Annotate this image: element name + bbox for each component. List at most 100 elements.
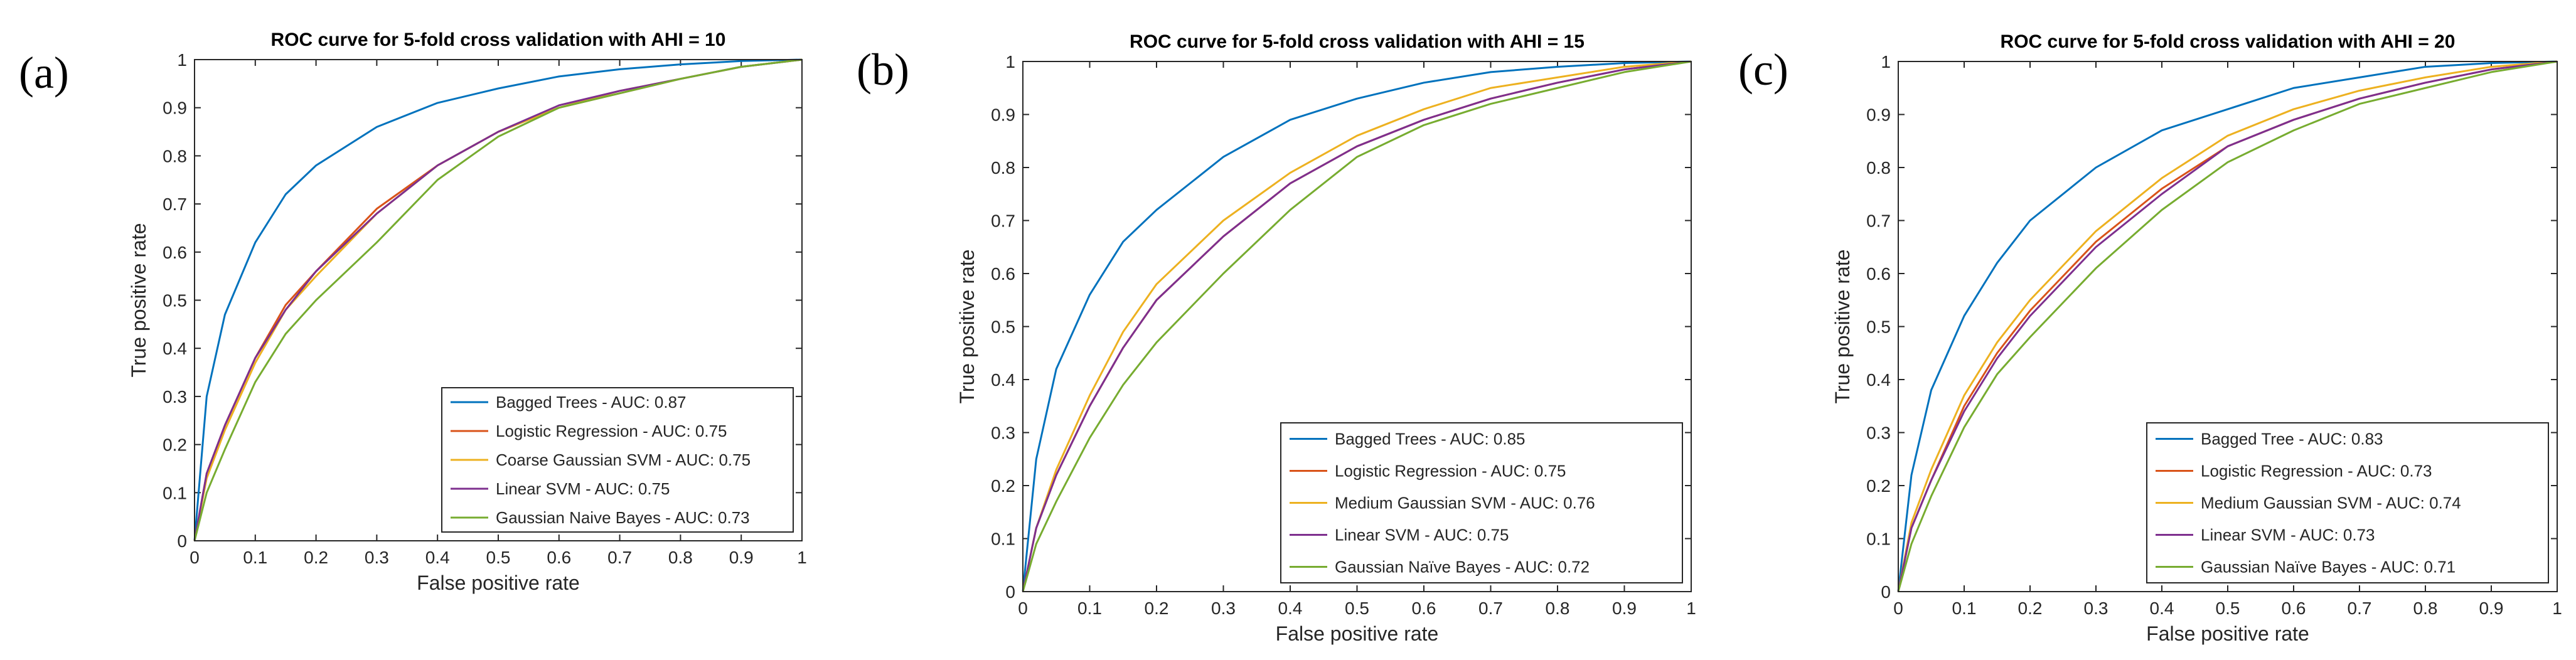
y-tick-label: 0.7: [1866, 211, 1891, 231]
y-tick-label: 0: [1881, 582, 1891, 602]
legend-entry: Logistic Regression - AUC: 0.75: [1335, 462, 1566, 481]
chart-panel-3: (c) ROC curve for 5-fold cross validation…: [1738, 31, 2562, 645]
panel-label: (c): [1738, 45, 1788, 95]
panel-label: (b): [857, 45, 909, 95]
x-tick-label: 0.9: [729, 548, 754, 567]
legend-entry: Bagged Tree - AUC: 0.83: [2201, 430, 2383, 449]
y-axis-label: True positive rate: [1831, 249, 1854, 403]
series-line-5: [1897, 60, 2558, 592]
x-tick-label: 0.6: [1412, 599, 1436, 618]
y-axis-label: True positive rate: [956, 249, 978, 403]
legend-entry: Logistic Regression - AUC: 0.75: [496, 422, 727, 440]
x-tick-label: 0.4: [2150, 599, 2174, 618]
x-axis-label: False positive rate: [1276, 622, 1439, 645]
x-tick-label: 0.2: [1145, 599, 1169, 618]
y-tick-label: 0.2: [163, 435, 187, 455]
x-tick-label: 0.5: [2216, 599, 2240, 618]
x-tick-label: 0.4: [1278, 599, 1303, 618]
y-tick-label: 0.4: [991, 370, 1015, 390]
y-tick-label: 0.3: [1866, 423, 1891, 443]
y-tick-label: 0: [1005, 582, 1015, 602]
legend-entry: Coarse Gaussian SVM - AUC: 0.75: [496, 450, 751, 469]
x-tick-label: 0.6: [2282, 599, 2306, 618]
x-tick-label: 1: [797, 548, 807, 567]
x-tick-label: 0.4: [425, 548, 450, 567]
y-tick-label: 0.6: [991, 264, 1015, 284]
y-tick-label: 0.5: [163, 291, 187, 311]
y-tick-label: 0.6: [163, 243, 187, 262]
y-axis-label: True positive rate: [127, 223, 150, 377]
series-line-5: [1022, 60, 1692, 592]
x-tick-label: 0.3: [365, 548, 389, 567]
y-tick-label: 0.5: [991, 317, 1015, 337]
x-tick-label: 0.1: [1077, 599, 1102, 618]
y-tick-label: 0.4: [163, 339, 187, 358]
x-tick-label: 0.8: [2413, 599, 2438, 618]
legend-entry: Bagged Trees - AUC: 0.85: [1335, 430, 1526, 449]
y-tick-label: 0.7: [991, 211, 1015, 231]
legend-entry: Linear SVM - AUC: 0.75: [1335, 526, 1509, 545]
x-tick-label: 1: [2552, 599, 2562, 618]
y-tick-label: 0.9: [991, 105, 1015, 125]
y-tick-label: 0.9: [163, 98, 187, 118]
y-tick-label: 1: [1881, 52, 1891, 72]
x-tick-label: 0.9: [2479, 599, 2504, 618]
x-tick-label: 0.7: [607, 548, 632, 567]
x-tick-label: 0.5: [1345, 599, 1369, 618]
y-tick-label: 0.6: [1866, 264, 1891, 284]
y-tick-label: 0.1: [1866, 530, 1891, 549]
legend-box: [441, 387, 794, 533]
x-tick-label: 0.1: [1952, 599, 1977, 618]
x-tick-label: 0: [1893, 599, 1903, 618]
x-tick-label: 0.8: [668, 548, 693, 567]
plot-frame: [1898, 61, 2558, 592]
series-line-1: [1022, 60, 1692, 592]
series-line-5: [193, 58, 803, 541]
chart-title: ROC curve for 5-fold cross validation wi…: [2001, 31, 2456, 52]
x-tick-label: 0: [1018, 599, 1028, 618]
x-tick-label: 0.7: [2348, 599, 2372, 618]
y-tick-label: 0.8: [1866, 158, 1891, 178]
x-tick-label: 0.7: [1478, 599, 1503, 618]
series-line-1: [193, 58, 803, 541]
x-tick-label: 0.2: [304, 548, 328, 567]
legend-entry: Logistic Regression - AUC: 0.73: [2201, 462, 2432, 481]
plot-frame: [1022, 61, 1692, 592]
legend-entry: Gaussian Naïve Bayes - AUC: 0.71: [2201, 558, 2456, 577]
legend-entry: Linear SVM - AUC: 0.75: [496, 479, 670, 498]
y-tick-label: 0.9: [1866, 105, 1891, 125]
legend: Bagged Trees - AUC: 0.87 Logistic Regress…: [441, 387, 794, 533]
legend-box: [2146, 422, 2549, 583]
x-tick-label: 0.6: [547, 548, 571, 567]
chart-panel-2: (b) ROC curve for 5-fold cross validation…: [857, 31, 1696, 645]
x-tick-label: 0.9: [1612, 599, 1637, 618]
y-tick-label: 1: [1005, 52, 1015, 72]
x-tick-label: 0.5: [486, 548, 511, 567]
x-tick-label: 0.2: [2018, 599, 2043, 618]
series-line-4: [1022, 60, 1692, 592]
legend-box: [1280, 422, 1683, 583]
panel-label: (a): [19, 48, 69, 98]
chart-title: ROC curve for 5-fold cross validation wi…: [271, 29, 726, 50]
y-tick-label: 0.8: [991, 158, 1015, 178]
y-tick-label: 0.4: [1866, 370, 1891, 390]
x-tick-label: 1: [1686, 599, 1696, 618]
x-tick-label: 0.3: [1211, 599, 1236, 618]
y-tick-label: 1: [177, 50, 187, 70]
y-tick-label: 0.8: [163, 146, 187, 166]
series-line-1: [1897, 60, 2558, 592]
legend-entry: Gaussian Naïve Bayes - AUC: 0.72: [1335, 558, 1590, 577]
legend-entry: Medium Gaussian SVM - AUC: 0.74: [2201, 494, 2461, 513]
y-tick-label: 0.3: [991, 423, 1015, 443]
y-tick-label: 0.2: [991, 476, 1015, 496]
y-tick-label: 0.1: [163, 483, 187, 503]
x-tick-label: 0.3: [2084, 599, 2108, 618]
y-tick-label: 0: [177, 531, 187, 551]
x-axis-label: False positive rate: [417, 572, 580, 594]
chart-title: ROC curve for 5-fold cross validation wi…: [1130, 31, 1585, 52]
y-tick-label: 0.1: [991, 530, 1015, 549]
legend-entry: Gaussian Naive Bayes - AUC: 0.73: [496, 508, 750, 527]
y-tick-label: 0.5: [1866, 317, 1891, 337]
legend-entry: Linear SVM - AUC: 0.73: [2201, 526, 2375, 545]
series-line-3: [1022, 60, 1692, 592]
